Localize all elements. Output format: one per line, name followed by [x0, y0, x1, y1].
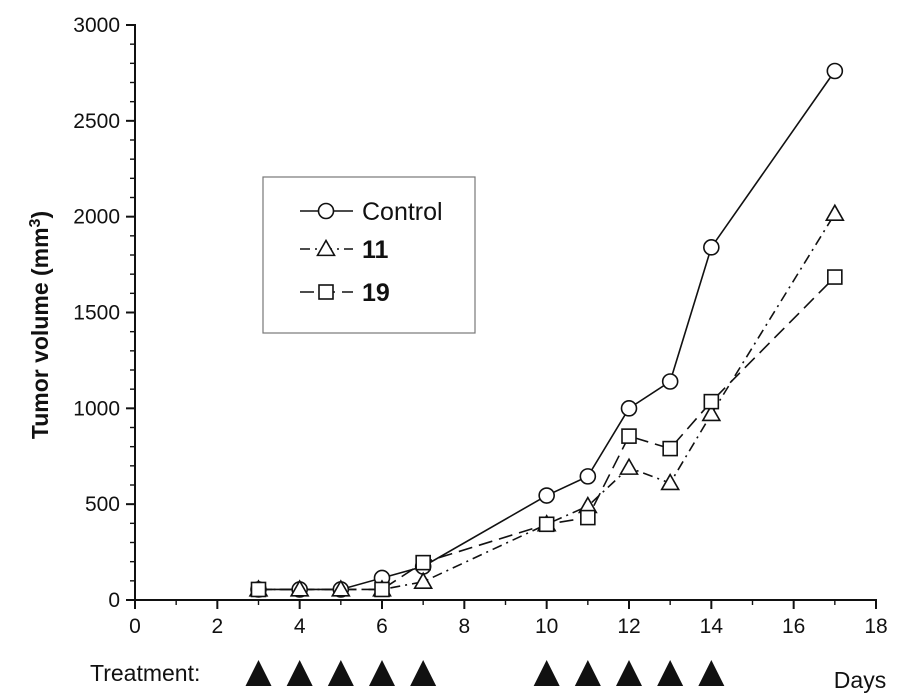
data-point-19 [580, 509, 596, 526]
x-tick-label: 4 [294, 615, 306, 638]
treatment-markers [245, 660, 725, 686]
data-point-11 [289, 579, 310, 597]
legend-label-control: Control [362, 198, 443, 226]
series-markers [248, 62, 845, 598]
legend-marker-19 [318, 284, 334, 300]
data-point-control [538, 487, 555, 504]
treatment-marker [657, 660, 684, 686]
legend-label-19: 19 [362, 279, 390, 307]
data-point-control [620, 400, 638, 417]
y-axis-ticks: 0 500 1000 1500 2000 2500 3000 [73, 14, 135, 612]
x-tick-label: 18 [864, 615, 887, 638]
x-tick-label: 12 [617, 615, 640, 638]
treatment-marker [369, 660, 395, 686]
y-tick-label: 2000 [73, 206, 120, 229]
y-tick-label: 500 [85, 493, 120, 516]
data-point-19 [415, 554, 431, 571]
y-tick-label: 1500 [73, 302, 120, 325]
x-tick-label: 8 [458, 615, 470, 638]
x-axis-ticks: 0 2 4 6 8 10 12 14 16 18 [129, 600, 888, 638]
data-point-control [579, 468, 597, 485]
y-tick-label: 0 [108, 589, 120, 612]
data-point-control [826, 62, 844, 80]
x-tick-label: 10 [535, 615, 558, 638]
data-point-19 [538, 516, 555, 533]
y-axis-label-superscript: 3 [27, 218, 44, 227]
series-layer [248, 62, 845, 598]
legend-label-11: 11 [362, 236, 389, 264]
legend-marker-control [317, 202, 335, 220]
legend-marker-11 [316, 238, 336, 257]
x-axis-label: Days [834, 667, 886, 693]
treatment-marker [698, 660, 725, 686]
data-point-19 [703, 393, 720, 410]
x-tick-label: 14 [700, 615, 724, 638]
data-point-19 [662, 440, 678, 457]
data-point-19 [827, 269, 843, 285]
treatment-marker [533, 660, 560, 686]
data-point-11 [660, 472, 681, 491]
data-point-11 [824, 203, 845, 221]
treatment-marker [245, 660, 272, 686]
treatment-marker [327, 660, 354, 686]
data-point-19 [621, 428, 637, 444]
y-axis-label: Tumor volume (mm3) [27, 211, 54, 439]
treatment-marker [616, 660, 642, 686]
data-point-19 [250, 581, 267, 598]
axes [134, 24, 877, 601]
treatment-label: Treatment: [90, 660, 200, 686]
data-point-19 [374, 581, 390, 598]
data-point-11 [330, 579, 351, 597]
y-tick-label: 1000 [73, 397, 120, 420]
x-tick-label: 0 [129, 615, 141, 638]
treatment-marker [286, 660, 313, 686]
data-point-control [703, 239, 720, 256]
data-point-control [661, 373, 679, 390]
y-tick-label: 2500 [73, 110, 120, 133]
legend-box [262, 176, 476, 334]
treatment-marker [574, 660, 601, 686]
data-point-11 [701, 403, 722, 422]
data-point-11 [413, 571, 434, 589]
y-tick-label: 3000 [73, 14, 120, 37]
legend: Control 11 19 [262, 176, 476, 334]
data-point-11 [619, 457, 639, 475]
x-tick-label: 2 [211, 615, 223, 638]
treatment-marker [410, 660, 437, 686]
x-tick-label: 6 [376, 615, 388, 638]
x-tick-label: 16 [782, 615, 805, 638]
